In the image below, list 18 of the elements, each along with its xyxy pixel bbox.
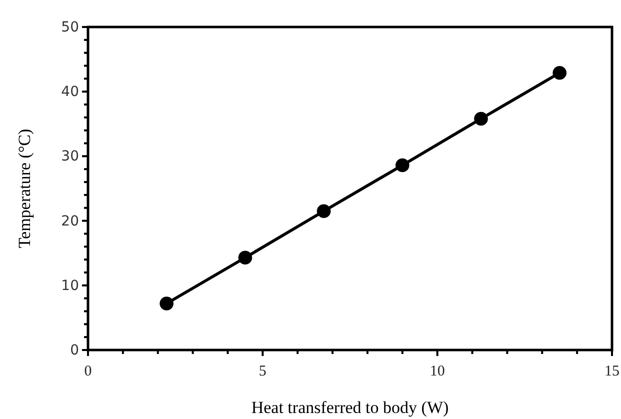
point <box>238 250 252 265</box>
point <box>316 204 331 218</box>
point <box>474 112 488 126</box>
x-tick-label: 10 <box>430 364 445 380</box>
point <box>160 296 174 310</box>
point <box>395 158 410 172</box>
point <box>552 66 567 80</box>
y-tick-label: 0 <box>70 342 79 358</box>
y-tick-label: 50 <box>61 19 79 36</box>
y-axis-title: Temperature (°C) <box>15 128 34 248</box>
x-axis-title: Heat transferred to body (W) <box>251 398 449 417</box>
y-tick-label: 40 <box>61 84 79 100</box>
x-tick-label: 15 <box>604 364 620 380</box>
y-tick-label: 30 <box>61 148 79 165</box>
y-tick-label: 10 <box>61 278 79 294</box>
x-tick-label: 5 <box>258 364 266 380</box>
y-tick-label: 20 <box>61 213 79 230</box>
x-tick-label: 0 <box>84 364 92 380</box>
